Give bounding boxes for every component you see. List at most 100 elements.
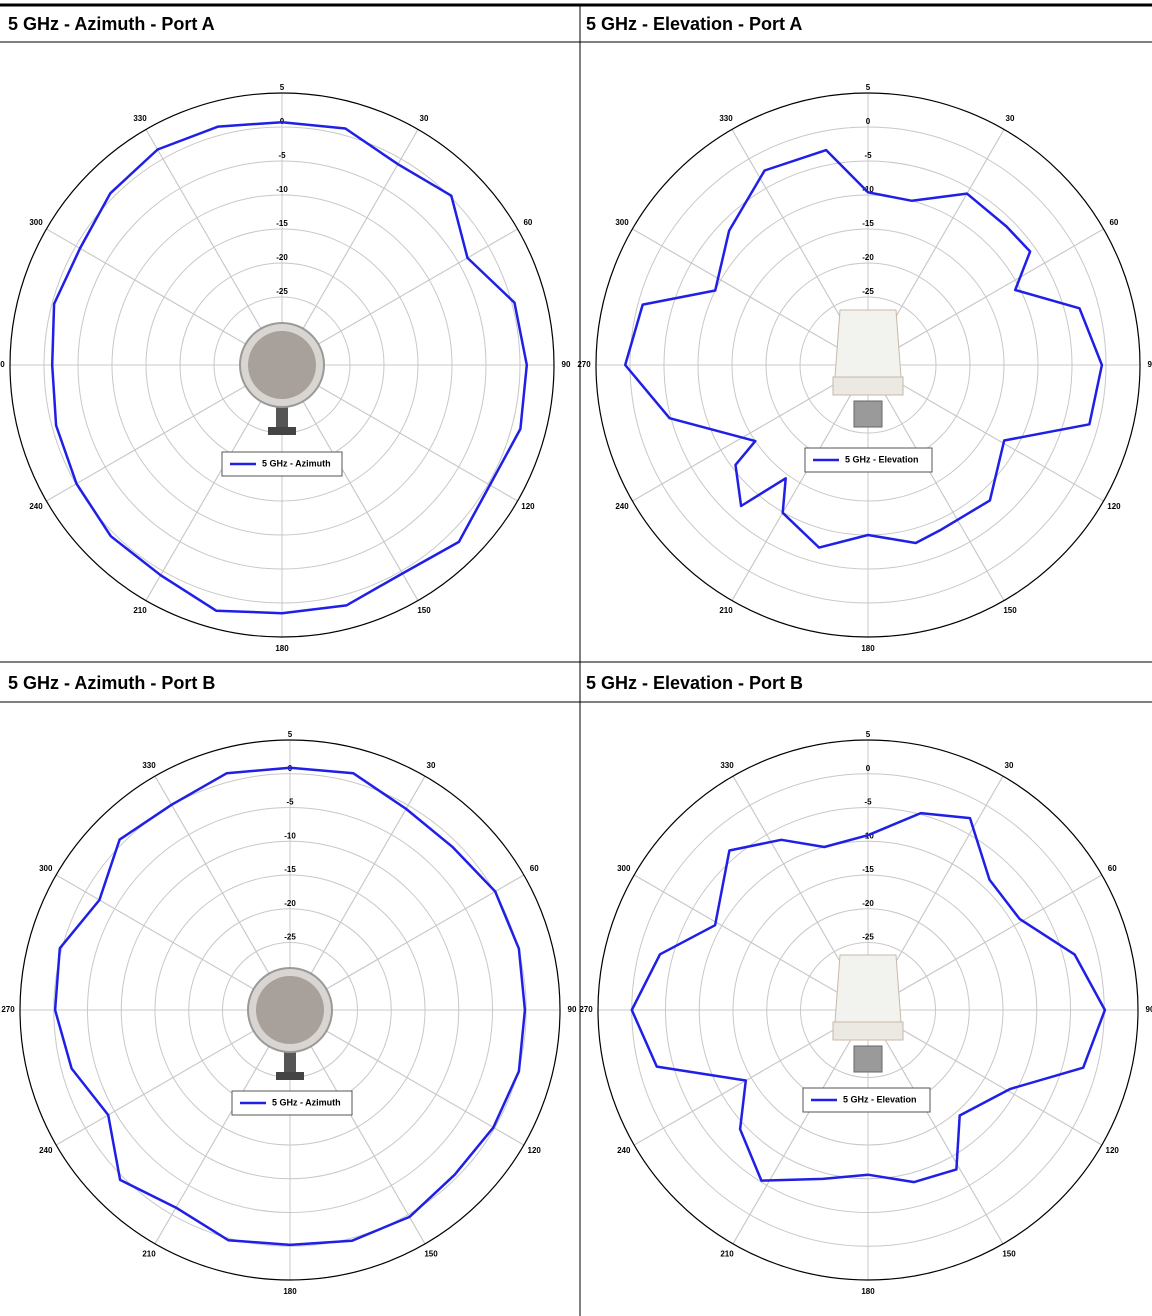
angle-tick-label: 90 (1146, 1005, 1152, 1014)
antenna-face (248, 331, 316, 399)
r-tick-label: -10 (284, 831, 296, 840)
antenna-bracket (853, 1045, 883, 1073)
r-tick-label: -20 (276, 253, 288, 262)
antenna-bracket (853, 400, 883, 428)
r-tick-label: -25 (862, 287, 874, 296)
angle-tick-label: 120 (528, 1146, 542, 1155)
grid-ring (154, 874, 426, 1146)
grid-ring (87, 807, 493, 1213)
angle-tick-label: 210 (720, 1249, 734, 1258)
r-tick-label: -20 (862, 899, 874, 908)
grid-ring (53, 773, 527, 1247)
r-tick-label: 5 (866, 730, 871, 739)
angle-tick-label: 90 (562, 360, 571, 369)
angle-tick-label: 240 (615, 502, 629, 511)
r-tick-label: 0 (866, 764, 871, 773)
angle-tick-label: 60 (523, 218, 532, 227)
angle-tick-label: 270 (577, 360, 591, 369)
legend-label: 5 GHz - Azimuth (272, 1097, 341, 1107)
r-tick-label: -15 (862, 219, 874, 228)
angle-tick-label: 270 (0, 360, 5, 369)
angle-tick-label: 210 (133, 606, 147, 615)
antenna-photo (832, 954, 904, 1073)
legend-label: 5 GHz - Elevation (843, 1094, 917, 1104)
pattern-line (50, 120, 529, 615)
r-tick-label: -5 (286, 798, 294, 807)
antenna-body (834, 309, 902, 378)
angle-tick-label: 150 (424, 1249, 438, 1258)
grid-ring (43, 126, 521, 604)
angle-tick-label: 240 (617, 1146, 631, 1155)
grid-ring (629, 126, 1107, 604)
pattern-line (623, 148, 1104, 549)
angle-tick-label: 330 (142, 761, 156, 770)
angle-tick-label: 180 (861, 1287, 875, 1296)
angle-tick-label: 150 (417, 606, 431, 615)
antenna-photo (239, 322, 325, 435)
angle-tick-label: 270 (579, 1005, 593, 1014)
outer-ring (597, 739, 1139, 1281)
angle-tick-label: 90 (568, 1005, 577, 1014)
angle-tick-label: 30 (1006, 114, 1015, 123)
r-tick-label: 5 (866, 83, 871, 92)
grid-ring (665, 807, 1071, 1213)
r-tick-label: -20 (284, 899, 296, 908)
angle-tick-label: 180 (861, 644, 875, 653)
r-tick-label: -25 (284, 933, 296, 942)
angle-tick-label: 330 (719, 114, 733, 123)
grid-ring (799, 296, 937, 434)
antenna-photo (247, 967, 333, 1080)
r-tick-label: -25 (276, 287, 288, 296)
angle-tick-label: 330 (133, 114, 147, 123)
cell-title: 5 GHz - Elevation - Port A (586, 14, 802, 34)
cell-title: 5 GHz - Azimuth - Port A (8, 14, 215, 34)
angle-tick-label: 150 (1003, 606, 1017, 615)
antenna-stand (276, 1072, 304, 1080)
grid-ring (120, 840, 460, 1180)
antenna-photo (832, 309, 904, 428)
angle-tick-label: 300 (29, 218, 43, 227)
angle-tick-label: 180 (275, 644, 289, 653)
r-tick-label: -10 (862, 185, 874, 194)
angle-tick-label: 60 (1108, 864, 1117, 873)
r-tick-label: -15 (284, 865, 296, 874)
r-tick-label: -15 (276, 219, 288, 228)
outer-ring (19, 739, 561, 1281)
angle-tick-label: 270 (1, 1005, 15, 1014)
outer-ring (9, 92, 555, 638)
antenna-body (834, 954, 902, 1023)
angle-tick-label: 210 (142, 1249, 156, 1258)
grid-ring (663, 160, 1073, 570)
r-tick-label: -20 (862, 253, 874, 262)
angle-tick-label: 60 (1109, 218, 1118, 227)
angle-tick-label: 120 (1106, 1146, 1120, 1155)
grid-ring (145, 228, 419, 502)
r-tick-label: -25 (862, 933, 874, 942)
grid-ring (800, 942, 936, 1078)
grid-ring (698, 840, 1038, 1180)
r-tick-label: -10 (276, 185, 288, 194)
r-tick-label: 5 (288, 730, 293, 739)
antenna-face (256, 976, 324, 1044)
r-tick-label: -5 (864, 798, 872, 807)
grid-ring (732, 874, 1004, 1146)
angle-tick-label: 210 (719, 606, 733, 615)
angle-tick-label: 300 (617, 864, 631, 873)
grid-ring (77, 160, 487, 570)
antenna-base (832, 1021, 904, 1041)
grid-ring (111, 194, 453, 536)
angle-tick-label: 60 (530, 864, 539, 873)
angle-tick-label: 300 (615, 218, 629, 227)
angle-tick-label: 180 (283, 1287, 297, 1296)
angle-tick-label: 30 (427, 761, 436, 770)
r-tick-label: -15 (862, 865, 874, 874)
angle-tick-label: 240 (29, 502, 43, 511)
legend-label: 5 GHz - Azimuth (262, 458, 331, 468)
angle-tick-label: 90 (1148, 360, 1152, 369)
cell-title: 5 GHz - Elevation - Port B (586, 673, 803, 693)
grid-ring (731, 228, 1005, 502)
angle-tick-label: 120 (1107, 502, 1121, 511)
r-tick-label: 5 (280, 83, 285, 92)
pattern-line (53, 766, 527, 1247)
